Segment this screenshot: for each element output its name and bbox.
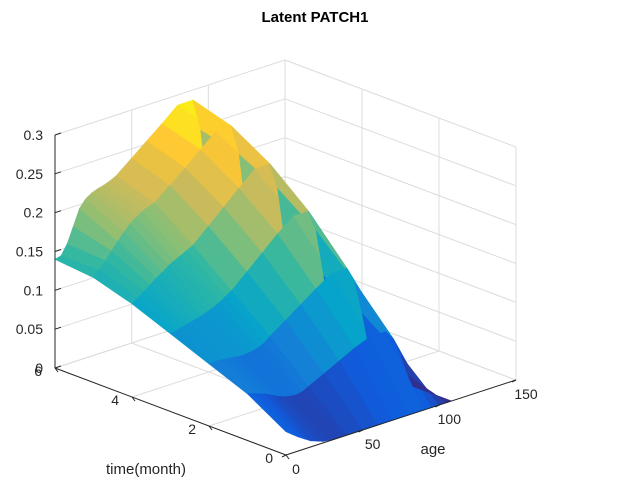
z-tick-label: 0 <box>35 360 43 376</box>
z-tick-mark <box>54 210 62 214</box>
x-tick-mark <box>435 404 440 408</box>
axes <box>54 132 517 460</box>
x-tick-label: 150 <box>514 386 538 402</box>
x-axis-line <box>285 379 517 456</box>
surface-mesh <box>54 99 453 442</box>
y-tick-label: 2 <box>188 421 196 437</box>
z-tick-label: 0.1 <box>24 282 44 298</box>
z-tick-mark <box>54 326 62 330</box>
side-wall-grid-line <box>284 137 517 226</box>
y-axis-line <box>54 367 287 456</box>
x-axis-label: age <box>420 441 445 458</box>
z-tick-mark <box>54 249 62 252</box>
back-wall-grid-line <box>54 59 286 136</box>
z-tick-mark <box>54 365 62 369</box>
z-tick-label: 0.3 <box>24 127 44 143</box>
z-tick-label: 0.05 <box>16 321 43 337</box>
y-tick-mark <box>54 367 59 373</box>
side-wall-grid-line <box>284 214 517 303</box>
x-tick-mark <box>281 454 287 458</box>
side-wall-grid-line <box>284 176 517 264</box>
z-tick-label: 0.25 <box>16 166 43 182</box>
z-tick-label: 0.2 <box>24 205 44 221</box>
y-tick-mark <box>208 425 213 431</box>
x-tick-label: 50 <box>365 436 381 452</box>
side-wall-grid-line <box>284 98 517 187</box>
y-tick-label: 6 <box>34 363 42 379</box>
x-tick-mark <box>511 379 517 383</box>
z-tick-label: 0.15 <box>16 244 43 260</box>
z-tick-mark <box>54 171 62 175</box>
x-tick-label: 100 <box>438 411 462 427</box>
y-tick-label: 4 <box>111 392 119 408</box>
z-tick-mark <box>54 287 62 291</box>
chart-title: Latent PATCH1 <box>262 9 369 26</box>
y-tick-mark <box>285 454 290 460</box>
y-tick-mark <box>131 396 136 402</box>
y-axis-label: time(month) <box>106 461 186 478</box>
z-tick-mark <box>54 132 62 136</box>
x-tick-mark <box>358 429 363 433</box>
side-wall-grid-line <box>284 59 517 148</box>
x-tick-label: 0 <box>292 461 300 477</box>
y-tick-label: 0 <box>265 450 273 466</box>
